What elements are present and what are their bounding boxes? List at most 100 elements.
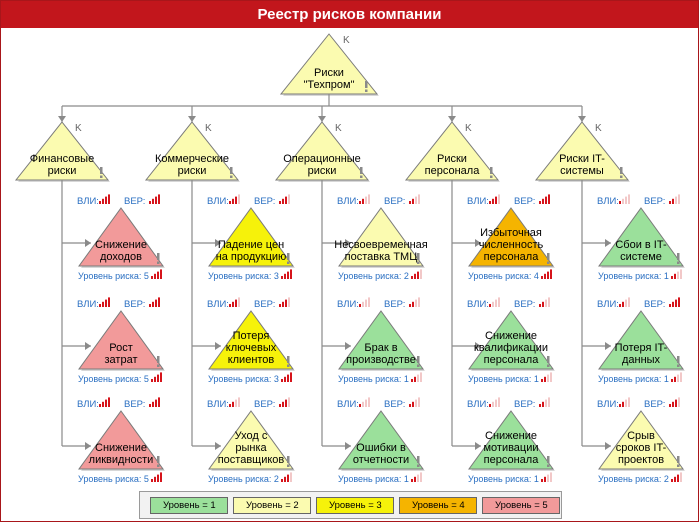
- risk-label-line: ключевых: [226, 342, 277, 354]
- risk-label-line: Снижение: [95, 239, 147, 251]
- vli-label: ВЛИ:: [207, 196, 229, 207]
- risk-warning-icon: [287, 356, 290, 367]
- ver-indicator: [539, 297, 550, 307]
- vli-indicator: [489, 194, 500, 204]
- risk-warning-icon: [547, 356, 550, 367]
- ver-label: ВЕР:: [254, 399, 275, 410]
- vli-label: ВЛИ:: [77, 299, 99, 310]
- risk-warning-icon: [287, 456, 290, 467]
- ver-indicator: [669, 397, 680, 407]
- vli-indicator: [99, 194, 110, 204]
- risk-triangle[interactable]: Потеря IT-данных: [598, 310, 685, 371]
- risk-level-label: Уровень риска: 5: [78, 474, 149, 484]
- ver-label: ВЕР:: [514, 399, 535, 410]
- category-warning-icon: [100, 167, 103, 178]
- branch-arrow: [345, 442, 351, 450]
- risk-level-label: Уровень риска: 5: [78, 271, 149, 281]
- legend-item: Уровень = 4: [399, 497, 477, 514]
- ver-label: ВЕР:: [254, 299, 275, 310]
- legend-swatch: Уровень = 1: [150, 497, 228, 514]
- risk-label-line: доходов: [100, 251, 142, 263]
- vli-indicator: [99, 397, 110, 407]
- risk-label-line: Срыв: [627, 430, 655, 442]
- category-warning-icon: [620, 167, 623, 178]
- risk-label-line: Избыточная: [480, 227, 542, 239]
- connector-arrow: [188, 116, 196, 122]
- risk-warning-icon: [547, 253, 550, 264]
- risk-level-label: Уровень риска: 1: [468, 474, 539, 484]
- risk-warning-icon: [157, 253, 160, 264]
- vli-indicator: [619, 397, 630, 407]
- connector-arrow: [318, 116, 326, 122]
- vli-label: ВЛИ:: [337, 299, 359, 310]
- risk-label-line: риски: [48, 165, 77, 177]
- connector-arrow: [448, 116, 456, 122]
- risk-label-line: персонала: [484, 251, 540, 263]
- vli-label: ВЛИ:: [337, 399, 359, 410]
- ver-label: ВЕР:: [384, 399, 405, 410]
- vli-label: ВЛИ:: [597, 399, 619, 410]
- risk-warning-icon: [677, 253, 680, 264]
- risk-label-line: Финансовые: [30, 153, 94, 165]
- risk-label-line: персонала: [484, 354, 540, 366]
- ver-indicator: [539, 397, 550, 407]
- risk-level-indicator: [411, 472, 422, 482]
- risk-triangle[interactable]: Сбои в IT-системе: [598, 207, 685, 268]
- ver-indicator: [409, 297, 420, 307]
- risk-level-indicator: [411, 269, 422, 279]
- risk-level-indicator: [411, 372, 422, 382]
- risk-level-label: Уровень риска: 2: [208, 474, 279, 484]
- vli-label: ВЛИ:: [77, 196, 99, 207]
- category-triangle[interactable]: Риски IT-системы: [534, 121, 630, 182]
- connector-arrow: [578, 116, 586, 122]
- ver-label: ВЕР:: [384, 196, 405, 207]
- branch-arrow: [475, 442, 481, 450]
- ver-indicator: [669, 297, 680, 307]
- risk-level-indicator: [541, 372, 552, 382]
- risk-label-line: системе: [620, 251, 662, 263]
- risk-level-indicator: [671, 472, 682, 482]
- risk-warning-icon: [157, 356, 160, 367]
- risk-label-line: сроков IT-: [616, 442, 667, 454]
- risk-label-line: "Техпром": [303, 79, 354, 91]
- risk-level-label: Уровень риска: 2: [598, 474, 669, 484]
- risk-label-line: затрат: [105, 354, 138, 366]
- vli-indicator: [359, 297, 370, 307]
- ver-indicator: [279, 297, 290, 307]
- vli-indicator: [229, 397, 240, 407]
- page-title: Реестр рисков компании: [1, 1, 698, 28]
- vli-label: ВЛИ:: [597, 196, 619, 207]
- ver-indicator: [149, 397, 160, 407]
- risk-level-label: Уровень риска: 5: [78, 374, 149, 384]
- ver-label: ВЕР:: [514, 299, 535, 310]
- risk-label-line: Риски: [314, 67, 344, 79]
- vli-label: ВЛИ:: [467, 399, 489, 410]
- legend-item: Уровень = 3: [316, 497, 394, 514]
- risk-label-line: Несвоевременная: [334, 239, 428, 251]
- k-marker: K: [343, 35, 350, 46]
- k-marker: K: [335, 123, 342, 134]
- root-risk-triangle[interactable]: Риски"Техпром": [279, 33, 379, 96]
- ver-indicator: [669, 194, 680, 204]
- risk-level-label: Уровень риска: 1: [598, 271, 669, 281]
- ver-label: ВЕР:: [644, 196, 665, 207]
- risk-level-indicator: [671, 372, 682, 382]
- risk-label-line: Снижение: [485, 430, 537, 442]
